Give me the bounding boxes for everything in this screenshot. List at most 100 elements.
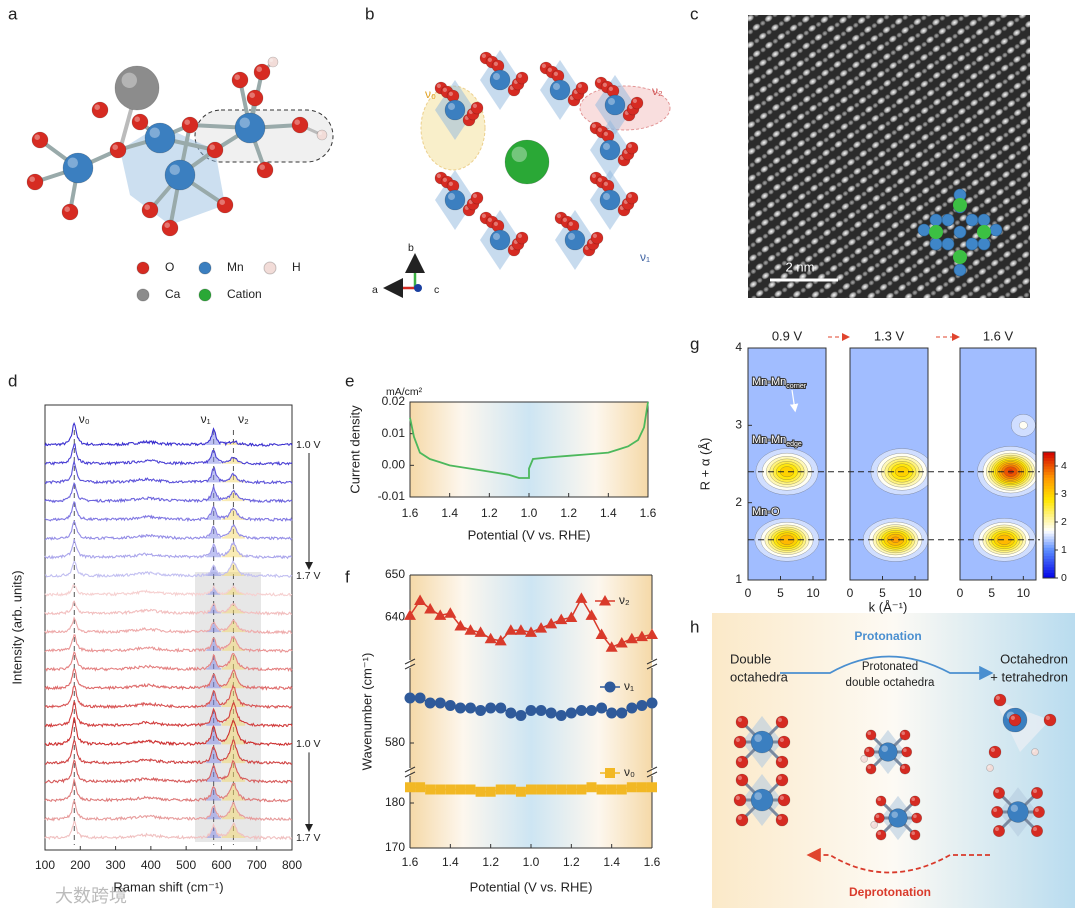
atom: [865, 763, 877, 775]
point: [435, 784, 446, 795]
atom-highlight: [472, 193, 477, 198]
atom-highlight: [602, 82, 608, 87]
atom-highlight: [448, 103, 455, 110]
atom: [206, 141, 224, 159]
annotation-text: Mn-Mn: [752, 434, 786, 446]
annotation-arrow: [789, 389, 799, 413]
point: [465, 702, 476, 714]
spectrum: [44, 539, 293, 560]
colorbar-tick-label: 4: [1061, 460, 1067, 472]
overlay-atom: [965, 237, 979, 251]
atom: [504, 139, 550, 185]
atom-highlight: [64, 206, 70, 212]
atom-highlight: [493, 221, 498, 226]
colorbar-slice: [1043, 466, 1055, 470]
x-tick-label: 200: [70, 858, 90, 872]
overlay-atom: [965, 213, 979, 227]
atom-highlight: [1033, 789, 1037, 793]
y-tick-label: 180: [385, 795, 405, 809]
plot-frame: [959, 347, 1037, 581]
axis-name: c: [434, 284, 439, 296]
legend-swatch: [198, 288, 212, 302]
colorbar-slice: [1043, 541, 1055, 545]
spectrum: [44, 481, 293, 504]
peak-fill: [221, 803, 246, 820]
y-tick-label: -0.01: [378, 489, 406, 503]
point: [525, 626, 537, 637]
panel-label: c: [690, 4, 699, 23]
mode-label: ν₁: [640, 250, 650, 264]
atom: [564, 229, 586, 251]
atom: [873, 812, 885, 824]
atom-highlight: [777, 775, 783, 781]
peak-label: ν₁: [201, 412, 211, 426]
atom-highlight: [603, 181, 609, 186]
spectrum: [44, 584, 293, 597]
atom-highlight: [259, 164, 266, 170]
point: [404, 609, 416, 620]
x-axis-label: Raman shift (cm⁻¹): [113, 879, 223, 894]
atom: [993, 693, 1007, 707]
x-tick-label: 1.6: [402, 855, 419, 869]
atom-highlight: [777, 815, 783, 821]
spectrum: [44, 559, 293, 579]
atom-highlight: [608, 98, 615, 105]
x-tick-label: 10: [1017, 586, 1031, 600]
spectrum: [44, 616, 293, 635]
atom-highlight: [219, 199, 225, 205]
colorbar-slice: [1043, 516, 1055, 520]
point: [575, 592, 588, 603]
spectrum: [44, 634, 293, 654]
x-tick-label: 1.6: [402, 506, 419, 520]
overlay-cation: [929, 225, 943, 239]
atom-highlight: [865, 748, 870, 753]
atom-highlight: [553, 71, 559, 76]
atom-highlight: [436, 173, 441, 178]
point: [444, 607, 457, 618]
peak-fill: [221, 525, 246, 539]
atom: [750, 730, 774, 754]
colorbar-tick-label: 0: [1061, 572, 1067, 584]
overlay-atom: [929, 213, 943, 227]
atom: [515, 71, 529, 85]
atom: [316, 129, 328, 141]
atom: [888, 808, 908, 828]
x-tick-label: 700: [247, 858, 267, 872]
atom-highlight: [913, 814, 917, 819]
peak-fill: [221, 670, 246, 689]
atom-highlight: [493, 61, 498, 66]
axis-dot: [414, 284, 422, 292]
scheme-title: Double: [730, 651, 771, 666]
colorbar-slice: [1043, 558, 1055, 562]
atom-highlight: [735, 795, 741, 801]
point: [535, 705, 547, 716]
x-tick-label: 5: [879, 586, 886, 600]
atom-highlight: [1010, 715, 1016, 721]
atom-highlight: [608, 86, 614, 91]
atom-highlight: [737, 815, 743, 821]
x-tick-label: 0: [745, 586, 752, 600]
atom-highlight: [877, 797, 882, 802]
legend-swatch: [263, 261, 277, 275]
axis-break: [404, 771, 416, 778]
y-tick-label: 170: [385, 840, 405, 854]
overlay-atom: [953, 263, 967, 277]
colorbar-slice: [1043, 460, 1055, 464]
atom-highlight: [256, 66, 263, 72]
atom: [750, 788, 774, 812]
point: [595, 628, 608, 639]
y-axis-label: R + α (Å): [697, 438, 712, 491]
y-tick-label: 4: [735, 340, 742, 354]
atom-highlight: [911, 831, 916, 836]
point: [647, 782, 657, 793]
atom-highlight: [871, 822, 875, 825]
atom: [444, 99, 466, 121]
x-tick-label: 1.4: [603, 855, 620, 869]
x-tick-label: 1.4: [600, 506, 617, 520]
overlay-cation: [977, 225, 991, 239]
atom-highlight: [318, 131, 322, 135]
atom-highlight: [442, 177, 447, 182]
atom: [899, 729, 911, 741]
overlay-atom: [941, 237, 955, 251]
point: [566, 784, 577, 795]
